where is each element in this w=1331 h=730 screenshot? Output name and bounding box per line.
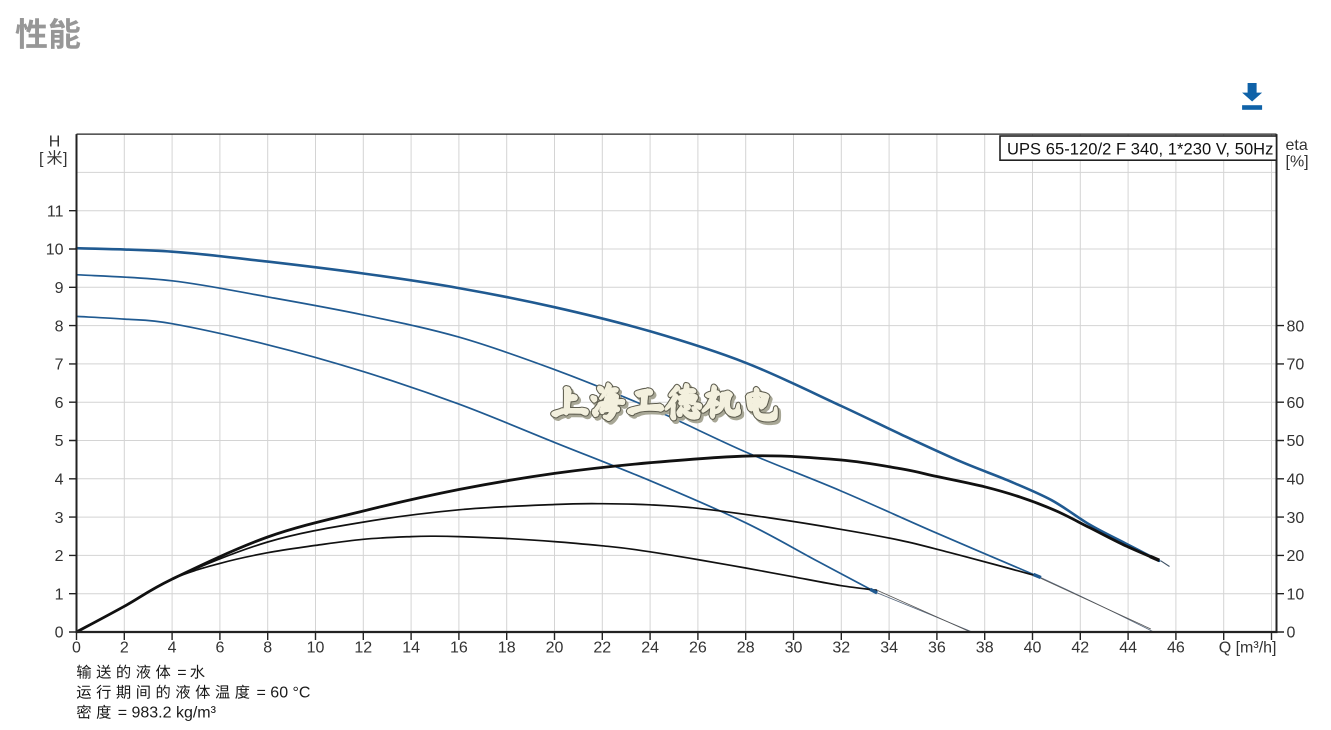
svg-text:4: 4 <box>168 640 177 657</box>
svg-text:12: 12 <box>354 640 372 657</box>
svg-text:28: 28 <box>737 640 755 657</box>
svg-text:18: 18 <box>498 640 516 657</box>
svg-text:38: 38 <box>976 640 994 657</box>
svg-text:50: 50 <box>1287 433 1305 450</box>
svg-text:80: 80 <box>1287 318 1305 335</box>
svg-text:10: 10 <box>307 640 325 657</box>
svg-text:[: [ <box>39 151 44 168</box>
svg-text:3: 3 <box>55 510 64 527</box>
svg-text:46: 46 <box>1167 640 1185 657</box>
svg-text:24: 24 <box>641 640 659 657</box>
svg-text:8: 8 <box>55 318 64 335</box>
svg-text:8: 8 <box>263 640 272 657</box>
svg-text:9: 9 <box>55 280 64 297</box>
svg-text:=: = <box>177 665 186 682</box>
svg-text:H: H <box>49 134 61 151</box>
svg-text:44: 44 <box>1119 640 1137 657</box>
svg-text:36: 36 <box>928 640 946 657</box>
svg-text:30: 30 <box>785 640 803 657</box>
svg-text:22: 22 <box>593 640 611 657</box>
svg-text:70: 70 <box>1287 357 1305 374</box>
svg-text:34: 34 <box>880 640 898 657</box>
svg-text:0: 0 <box>1287 625 1296 642</box>
svg-text:2: 2 <box>120 640 129 657</box>
svg-text:14: 14 <box>402 640 420 657</box>
svg-text:1: 1 <box>55 586 64 603</box>
svg-text:0: 0 <box>72 640 81 657</box>
svg-text:0: 0 <box>55 625 64 642</box>
svg-text:16: 16 <box>450 640 468 657</box>
svg-text:7: 7 <box>55 357 64 374</box>
svg-text:6: 6 <box>215 640 224 657</box>
svg-text:40: 40 <box>1287 472 1305 489</box>
svg-text:4: 4 <box>55 472 64 489</box>
svg-text:20: 20 <box>1287 548 1305 565</box>
svg-text:11: 11 <box>47 203 64 220</box>
svg-text:32: 32 <box>832 640 850 657</box>
svg-text:Q [m³/h]: Q [m³/h] <box>1219 640 1277 657</box>
svg-text:60: 60 <box>1287 395 1305 412</box>
svg-text:6: 6 <box>55 395 64 412</box>
svg-text:UPS 65-120/2 F 340, 1*230 V, 5: UPS 65-120/2 F 340, 1*230 V, 50Hz <box>1007 141 1273 159</box>
svg-text:42: 42 <box>1071 640 1089 657</box>
svg-text:20: 20 <box>546 640 564 657</box>
svg-text:10: 10 <box>46 242 64 259</box>
svg-text:40: 40 <box>1024 640 1042 657</box>
svg-text:= 983.2 kg/m³: = 983.2 kg/m³ <box>118 705 217 722</box>
svg-text:30: 30 <box>1287 510 1305 527</box>
svg-text:]: ] <box>63 151 67 168</box>
svg-text:10: 10 <box>1287 586 1305 603</box>
svg-text:= 60 °C: = 60 °C <box>257 685 311 702</box>
svg-text:[%]: [%] <box>1286 154 1309 171</box>
svg-text:26: 26 <box>689 640 707 657</box>
svg-text:5: 5 <box>55 433 64 450</box>
svg-text:eta: eta <box>1286 137 1308 154</box>
svg-text:2: 2 <box>55 548 64 565</box>
